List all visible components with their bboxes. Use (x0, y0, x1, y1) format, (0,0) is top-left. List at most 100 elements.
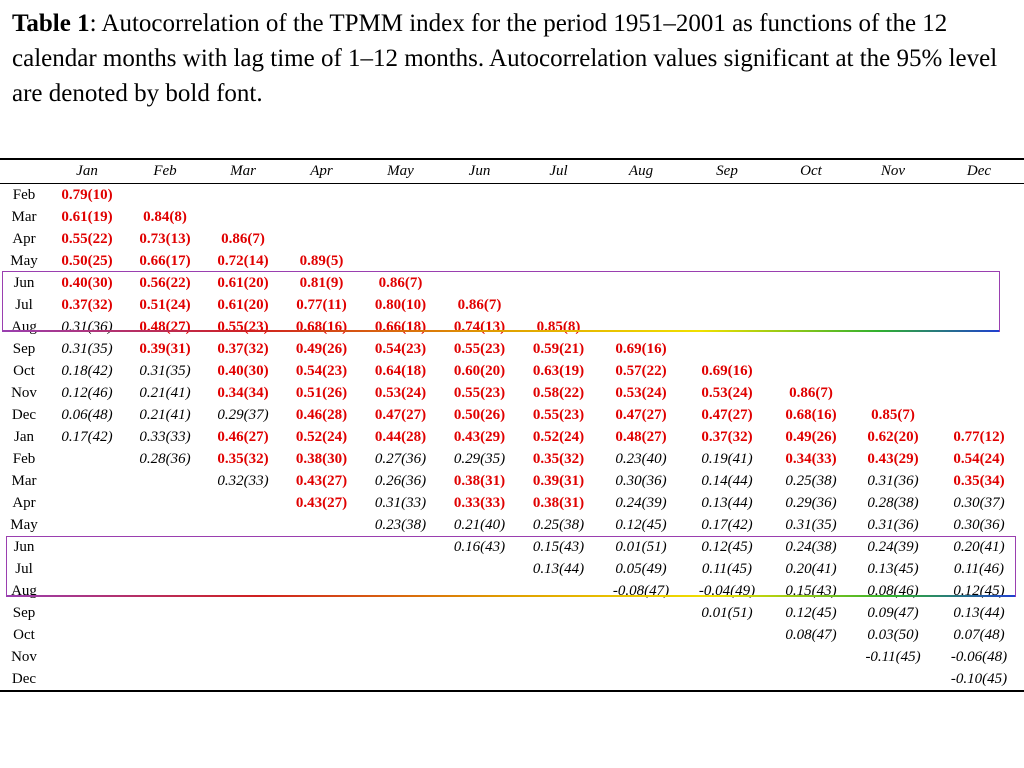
empty-cell (126, 646, 204, 668)
empty-cell (282, 624, 361, 646)
empty-cell (126, 184, 204, 207)
value-cell: -0.11(45) (865, 648, 921, 665)
significant-value-cell: 0.49(26) (785, 428, 837, 445)
significant-value-cell: 0.68(16) (295, 318, 348, 335)
significant-value-cell: 0.43(29) (867, 450, 919, 467)
col-header: May (387, 163, 414, 179)
significant-value-cell: 0.57(22) (615, 362, 667, 379)
value-cell: 0.13(45) (867, 560, 919, 577)
row-label: Mar (11, 472, 37, 489)
row-label: Feb (12, 450, 36, 467)
table-row: Jun 0.40(30) 0.56(22) 0.61(20) 0.81(9) 0.86(7… (0, 272, 1024, 294)
row-label: Jun (13, 538, 35, 555)
empty-cell (770, 360, 852, 382)
value-cell: 0.17(42) (61, 428, 113, 445)
significant-value-cell: 0.35(32) (217, 450, 269, 467)
empty-cell (204, 514, 282, 536)
row-label: Jul (15, 560, 33, 577)
value-cell: 0.13(44) (701, 494, 753, 511)
significant-value-cell: 0.55(23) (217, 318, 269, 335)
significant-value-cell: 0.61(19) (61, 208, 113, 225)
significant-value-cell: 0.69(16) (701, 362, 753, 379)
significant-value-cell: 0.38(30) (295, 450, 348, 467)
col-header: Jun (468, 163, 491, 179)
value-cell: 0.23(38) (374, 516, 427, 533)
value-cell: 0.29(36) (785, 494, 837, 511)
row-label: Jan (14, 428, 34, 445)
significant-value-cell: 0.52(24) (532, 428, 585, 445)
significant-value-cell: 0.47(27) (374, 406, 427, 423)
empty-cell (204, 558, 282, 580)
empty-cell (440, 580, 519, 602)
significant-value-cell: 0.49(26) (295, 340, 348, 357)
empty-cell (770, 338, 852, 360)
col-header: Sep (716, 163, 738, 179)
empty-cell (361, 228, 440, 250)
row-label: Sep (12, 340, 36, 357)
value-cell: 0.32(33) (217, 472, 269, 489)
empty-cell (770, 272, 852, 294)
row-label: May (10, 516, 38, 533)
empty-cell (282, 536, 361, 558)
significant-value-cell: 0.33(33) (453, 494, 506, 511)
value-cell: 0.01(51) (615, 538, 667, 555)
empty-cell (48, 492, 126, 514)
table-row: Aug -0.08(47) -0.04(49) 0.15(43) 0.08(46) 0.1… (0, 580, 1024, 602)
empty-cell (519, 624, 598, 646)
empty-cell (48, 646, 126, 668)
significant-value-cell: 0.39(31) (139, 340, 191, 357)
empty-cell (519, 294, 598, 316)
empty-cell (519, 602, 598, 624)
significant-value-cell: 0.37(32) (701, 428, 753, 445)
empty-cell (440, 668, 519, 691)
empty-cell (684, 250, 770, 272)
significant-value-cell: 0.47(27) (701, 406, 753, 423)
empty-cell (770, 294, 852, 316)
empty-cell (934, 294, 1024, 316)
value-cell: 0.29(35) (453, 450, 506, 467)
row-label: May (10, 252, 38, 269)
table-row: Oct 0.18(42) 0.31(35) 0.40(30) 0.54(23) 0.64(… (0, 360, 1024, 382)
empty-cell (934, 316, 1024, 338)
significant-value-cell: 0.52(24) (295, 428, 348, 445)
empty-cell (440, 624, 519, 646)
empty-cell (48, 448, 126, 470)
empty-cell (852, 294, 934, 316)
value-cell: -0.04(49) (698, 582, 756, 599)
empty-cell (126, 580, 204, 602)
row-label: Jun (13, 274, 35, 291)
value-cell: 0.25(38) (532, 516, 585, 533)
row-label: Apr (12, 230, 36, 247)
significant-value-cell: 0.86(7) (221, 230, 265, 247)
table-row: Sep 0.01(51) 0.12(45) 0.09(47) 0.13(44) (0, 602, 1024, 624)
empty-cell (684, 338, 770, 360)
empty-cell (934, 382, 1024, 404)
significant-value-cell: 0.47(27) (615, 406, 667, 423)
significant-value-cell: 0.53(24) (701, 384, 753, 401)
empty-cell (282, 646, 361, 668)
empty-cell (934, 360, 1024, 382)
table-row: Jul 0.37(32) 0.51(24) 0.61(20) 0.77(11) 0.80(… (0, 294, 1024, 316)
empty-cell (770, 228, 852, 250)
empty-cell (519, 668, 598, 691)
value-cell: 0.12(45) (701, 538, 753, 555)
col-header: Feb (153, 163, 177, 179)
significant-value-cell: 0.59(21) (532, 340, 585, 357)
value-cell: 0.19(41) (701, 450, 753, 467)
significant-value-cell: 0.38(31) (532, 494, 585, 511)
empty-cell (361, 602, 440, 624)
row-label: Aug (11, 582, 37, 599)
empty-cell (519, 228, 598, 250)
significant-value-cell: 0.66(18) (374, 318, 427, 335)
value-cell: 0.25(38) (785, 472, 837, 489)
value-cell: 0.28(38) (867, 494, 919, 511)
empty-cell (48, 580, 126, 602)
significant-value-cell: 0.84(8) (143, 208, 187, 225)
empty-cell (126, 668, 204, 691)
empty-cell (684, 294, 770, 316)
significant-value-cell: 0.43(29) (453, 428, 506, 445)
table-row: Jun 0.16(43) 0.15(43) 0.01(51) 0.12(45) 0.24(… (0, 536, 1024, 558)
significant-value-cell: 0.54(24) (953, 450, 1005, 467)
significant-value-cell: 0.55(23) (453, 384, 506, 401)
table-row: Dec -0.10(45) (0, 668, 1024, 691)
